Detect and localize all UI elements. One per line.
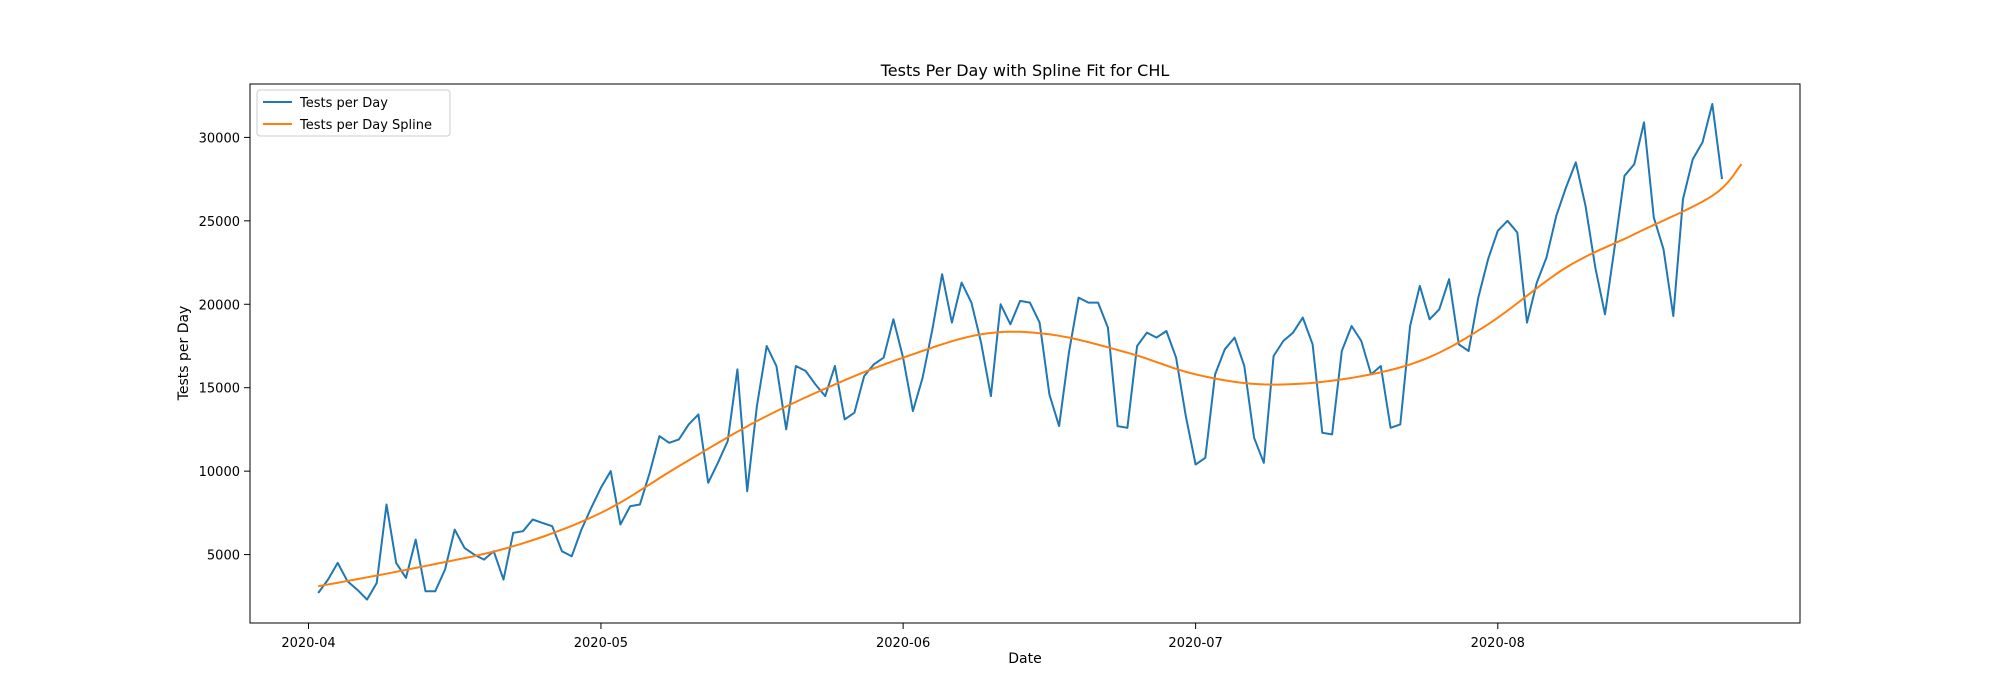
series-line-spline (318, 163, 1743, 588)
y-axis-label: Tests per Day (176, 306, 192, 402)
plot-frame (249, 83, 1801, 624)
x-axis-label: Date (1008, 651, 1041, 667)
y-tick-label: 10000 (199, 465, 240, 480)
y-tick-label: 25000 (199, 215, 240, 230)
legend-label-tests-per-day: Tests per Day (299, 96, 388, 111)
x-axis-ticks: 2020-04 2020-05 2020-06 2020-07 2020-08 (281, 623, 1525, 651)
y-axis-ticks: 5000 10000 15000 20000 25000 30000 (199, 131, 250, 564)
y-tick-label: 30000 (199, 131, 240, 146)
legend-label-spline: Tests per Day Spline (299, 118, 432, 133)
x-tick-label: 2020-06 (876, 636, 930, 651)
y-tick-label: 20000 (199, 298, 240, 313)
legend-box (256, 89, 451, 137)
x-tick-label: 2020-05 (574, 636, 628, 651)
legend: Tests per Day Tests per Day Spline (256, 89, 451, 137)
chart-title: Tests Per Day with Spline Fit for CHL (880, 61, 1170, 80)
x-tick-label: 2020-07 (1168, 636, 1222, 651)
series-layer (317, 103, 1743, 601)
y-tick-label: 15000 (199, 382, 240, 397)
x-tick-label: 2020-08 (1471, 636, 1525, 651)
plot-background (250, 84, 1800, 623)
y-tick-label: 5000 (207, 549, 240, 564)
x-tick-label: 2020-04 (281, 636, 335, 651)
series-line-tests-per-day (317, 103, 1723, 601)
